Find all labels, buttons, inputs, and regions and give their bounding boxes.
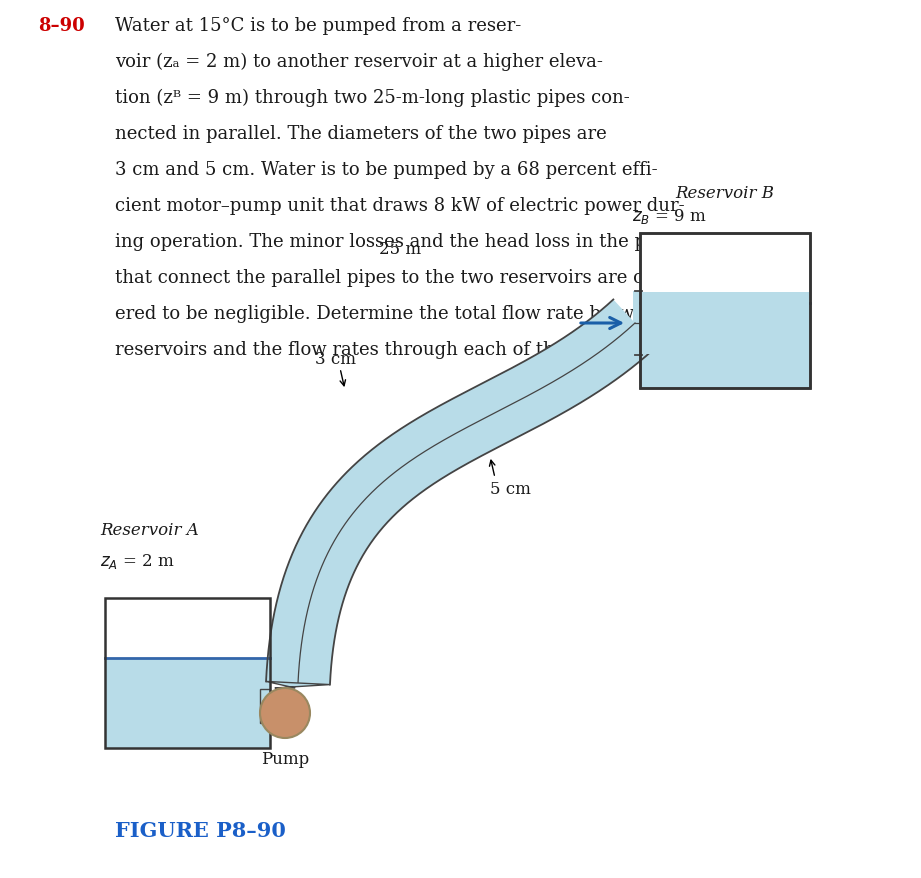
Bar: [105, 658, 270, 748]
Bar: [640, 304, 810, 389]
Text: voir (zₐ = 2 m) to another reservoir at a higher eleva-: voir (zₐ = 2 m) to another reservoir at …: [115, 53, 603, 71]
Bar: [640, 234, 810, 389]
Polygon shape: [266, 681, 330, 688]
Text: 8–90: 8–90: [38, 17, 85, 35]
Text: FIGURE P8–90: FIGURE P8–90: [114, 820, 286, 840]
Text: 3 cm: 3 cm: [315, 350, 356, 367]
Bar: [260, 689, 270, 723]
Text: nected in parallel. The diameters of the two pipes are: nected in parallel. The diameters of the…: [115, 125, 607, 143]
Polygon shape: [266, 300, 657, 685]
Text: $z_B$ = 9 m: $z_B$ = 9 m: [632, 206, 707, 226]
Text: 25 m: 25 m: [379, 241, 421, 257]
Text: reservoirs and the flow rates through each of the parallel pipes.: reservoirs and the flow rates through ea…: [115, 341, 701, 358]
Bar: [640, 234, 810, 389]
Bar: [641, 292, 809, 355]
Text: 5 cm: 5 cm: [490, 480, 530, 497]
Text: Reservoir A: Reservoir A: [100, 522, 199, 538]
Bar: [633, 291, 643, 356]
Text: $z_A$ = 2 m: $z_A$ = 2 m: [100, 551, 175, 571]
Bar: [640, 234, 810, 389]
Bar: [105, 598, 270, 748]
Text: ered to be negligible. Determine the total flow rate between the: ered to be negligible. Determine the tot…: [115, 305, 703, 322]
Text: 3 cm and 5 cm. Water is to be pumped by a 68 percent effi-: 3 cm and 5 cm. Water is to be pumped by …: [115, 161, 658, 179]
Text: tion (zᴮ = 9 m) through two 25-m-long plastic pipes con-: tion (zᴮ = 9 m) through two 25-m-long pl…: [115, 89, 630, 107]
Text: Water at 15°C is to be pumped from a reser-: Water at 15°C is to be pumped from a res…: [115, 17, 521, 35]
Text: Pump: Pump: [261, 750, 309, 767]
Bar: [105, 598, 270, 748]
Text: Reservoir B: Reservoir B: [675, 184, 775, 202]
Circle shape: [260, 688, 310, 738]
Text: that connect the parallel pipes to the two reservoirs are consid-: that connect the parallel pipes to the t…: [115, 269, 698, 287]
Text: ing operation. The minor losses and the head loss in the pipes: ing operation. The minor losses and the …: [115, 233, 683, 251]
Text: cient motor–pump unit that draws 8 kW of electric power dur-: cient motor–pump unit that draws 8 kW of…: [115, 197, 684, 215]
